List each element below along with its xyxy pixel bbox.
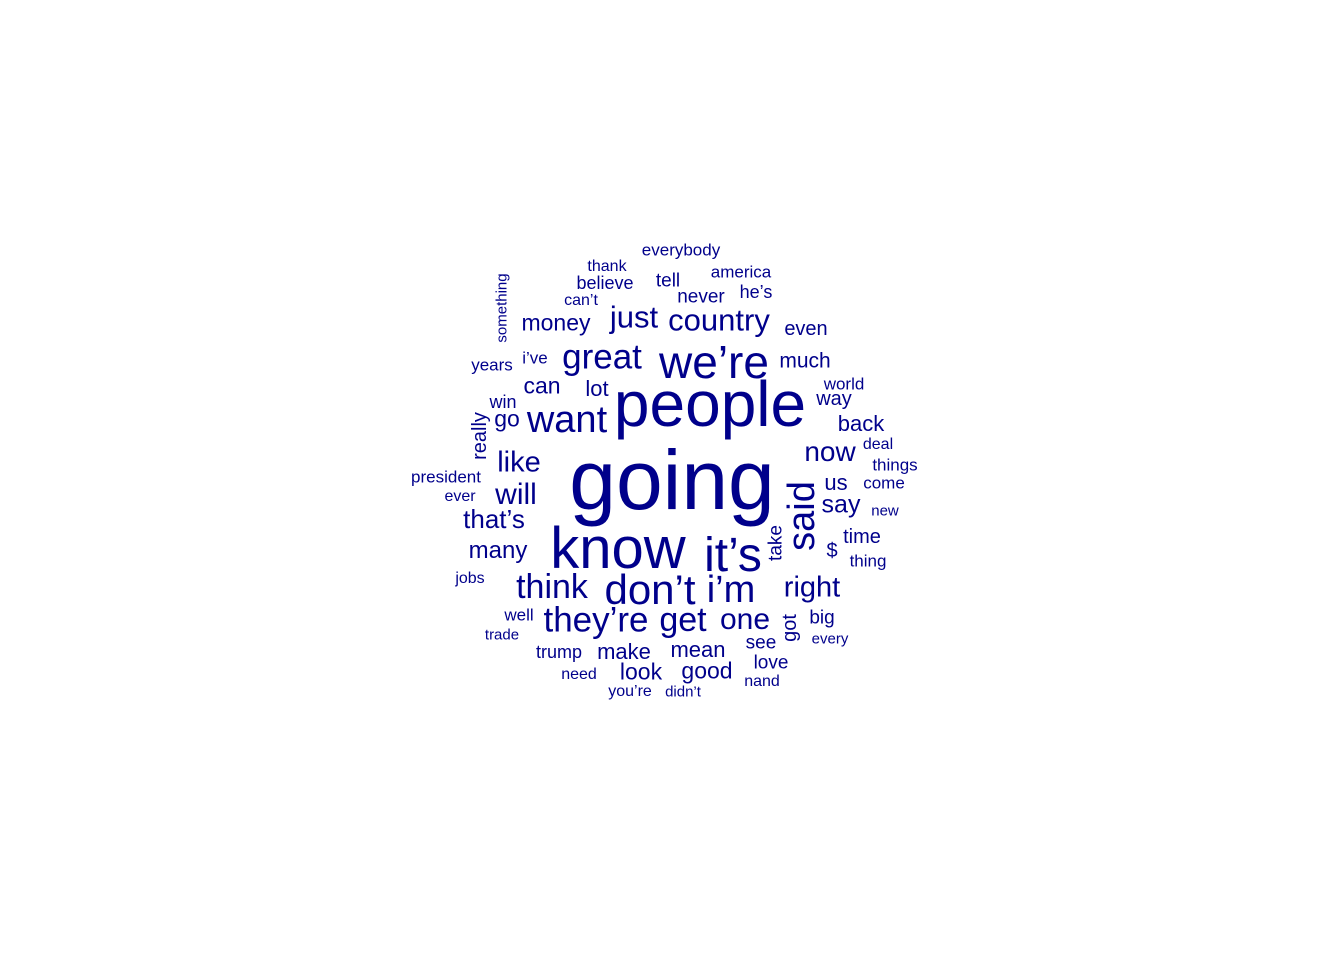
word-can-t: can’t [564,292,598,309]
word-dollar: $ [826,540,838,562]
word-president: president [411,467,481,487]
word-love: love [753,652,789,674]
word-tell: tell [655,270,681,292]
word-want: want [526,399,608,441]
word-people: people [613,368,807,440]
word-say: say [821,490,861,519]
word-one: one [719,603,771,636]
word-it-s: it’s [704,529,762,582]
word-mean: mean [670,637,726,662]
word-really: really [469,412,491,460]
word-time: time [843,526,881,548]
word-they-re: they’re [543,600,649,640]
word-even: even [784,318,828,340]
word-ever: ever [444,488,476,505]
word-us: us [824,470,848,495]
word-trade: trade [484,626,520,644]
word-we-re: we’re [659,336,769,388]
word-money: money [521,309,591,336]
word-america: america [710,262,772,282]
word-nand: nand [744,673,780,690]
word-right: right [783,571,841,604]
word-he-s: he’s [739,282,773,302]
word-trump: trump [535,642,583,662]
word-go: go [494,405,520,432]
word-much: much [779,349,831,373]
word-will: will [495,478,537,511]
word-like: like [497,446,541,479]
word-great: great [562,337,642,377]
word-think: think [516,568,588,606]
word-never: never [677,286,725,308]
word-new: new [871,502,899,520]
word-going: going [569,433,775,527]
word-big: big [809,607,835,629]
word-something: something [493,273,511,343]
word-get: get [659,601,707,639]
word-deal: deal [862,436,894,453]
word-believe: believe [576,273,634,293]
word-you-re: you’re [608,683,652,700]
word-said: said [781,481,823,551]
word-things: things [872,455,918,475]
word-good: good [681,657,733,684]
word-i-m: i’m [706,569,756,611]
word-i-ve: i’ve [522,348,548,368]
word-everybody: everybody [641,240,721,260]
word-just: just [609,299,659,335]
word-many: many [468,537,528,564]
word-back: back [837,411,885,436]
word-every: every [811,630,849,648]
word-need: need [561,666,597,683]
word-world: world [823,374,865,394]
word-way: way [816,388,852,410]
word-can: can [523,372,561,399]
word-don-t: don’t [604,566,696,613]
word-well: well [504,605,534,625]
word-years: years [471,355,513,375]
word-take: take [765,525,787,561]
word-lot: lot [585,376,609,401]
word-come: come [863,473,905,493]
word-didn-t: didn’t [665,683,701,701]
word-know: know [550,516,686,581]
word-country: country [668,302,770,338]
word-got: got [779,614,801,642]
word-look: look [619,658,663,685]
word-win: win [489,392,517,412]
word-that-s: that’s [463,504,525,534]
word-thank: thank [587,258,627,275]
word-jobs: jobs [455,570,485,587]
word-thing: thing [849,551,887,571]
word-make: make [597,639,651,664]
word-see: see [745,632,777,654]
word-now: now [804,436,856,467]
